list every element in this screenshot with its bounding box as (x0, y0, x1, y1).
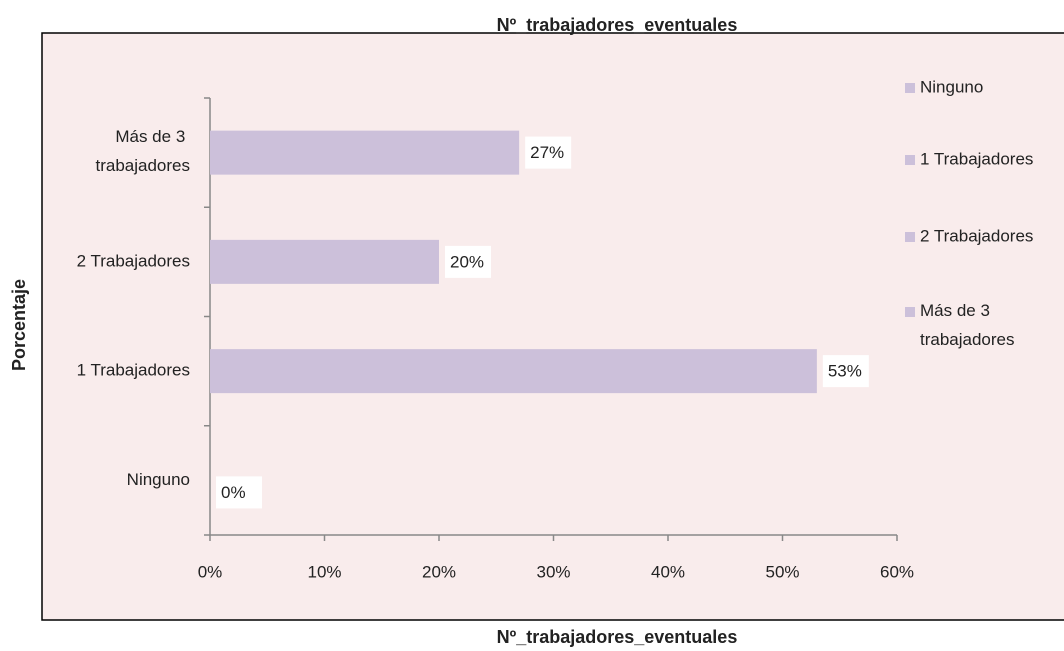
y-tick-label: 1 Trabajadores (77, 361, 190, 380)
y-tick-label: 2 Trabajadores (77, 251, 190, 270)
legend-swatch (905, 307, 915, 317)
legend-label: 2 Trabajadores (920, 226, 1033, 245)
legend-label: Más de 3 trabajadores (920, 301, 1015, 349)
chart-title: Nº_trabajadores_eventuales (497, 15, 738, 35)
legend-swatch (905, 232, 915, 242)
data-label: 27% (530, 143, 564, 162)
data-label-bg (445, 245, 491, 278)
bar (210, 130, 520, 175)
legend-swatch (905, 83, 915, 93)
chart-area (41, 32, 1064, 621)
data-label: 20% (450, 252, 484, 271)
data-label: 53% (828, 362, 862, 381)
legend-label: Ninguno (920, 77, 983, 96)
y-tick-label: Ninguno (127, 470, 190, 489)
x-axis-title: Nº_trabajadores_eventuales (497, 627, 738, 647)
legend-swatch (905, 155, 915, 165)
x-tick-label: 60% (880, 562, 914, 581)
y-axis-title: Porcentaje (9, 279, 29, 371)
x-tick-label: 0% (198, 562, 223, 581)
x-tick-label: 20% (422, 562, 456, 581)
legend-label: 1 Trabajadores (920, 149, 1033, 168)
data-label: 0% (221, 483, 246, 502)
y-tick-label: Más de 3 trabajadores (95, 128, 190, 176)
data-label-bg (525, 136, 572, 169)
x-tick-label: 30% (536, 562, 570, 581)
data-label-bg (822, 355, 869, 388)
x-tick-label: 40% (651, 562, 685, 581)
data-label-bg (216, 476, 262, 509)
x-tick-label: 50% (765, 562, 799, 581)
bar (210, 349, 817, 394)
x-tick-label: 10% (307, 562, 341, 581)
bar (210, 239, 439, 284)
